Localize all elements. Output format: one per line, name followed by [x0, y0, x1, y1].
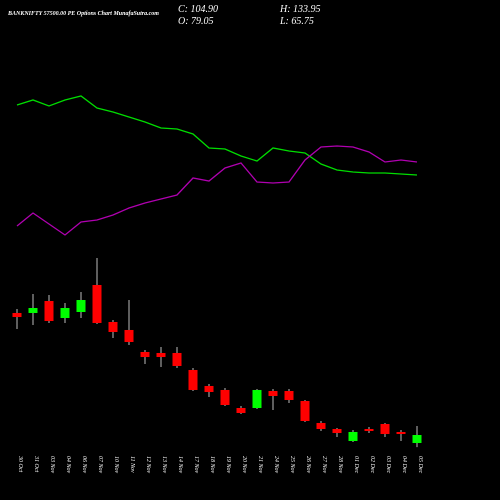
candle-body: [284, 391, 294, 400]
candle-body: [364, 428, 374, 432]
x-tick-label: 10 Nov: [113, 456, 119, 474]
candle-body: [204, 385, 214, 392]
x-tick-label: 25 Nov: [289, 456, 295, 474]
candle-body: [316, 422, 326, 429]
candle-body: [188, 369, 198, 390]
candle-body: [60, 308, 70, 319]
x-tick-label: 28 Nov: [337, 456, 343, 474]
candle-body: [300, 401, 310, 422]
x-tick-label: 14 Nov: [177, 456, 184, 474]
candle-body: [92, 285, 102, 323]
x-tick-label: 18 Nov: [209, 456, 215, 474]
x-tick-label: 06 Nov: [81, 456, 87, 474]
candle-body: [220, 389, 230, 405]
x-tick-label: 04 Dec: [401, 456, 408, 473]
x-tick-label: 21 Nov: [257, 456, 263, 474]
x-tick-label: 26 Nov: [305, 456, 311, 474]
x-tick-label: 24 Nov: [273, 456, 280, 474]
x-tick-label: 05 Dec: [417, 456, 423, 473]
candle-body: [156, 352, 166, 358]
x-tick-label: 11 Nov: [129, 456, 135, 473]
candle-body: [76, 300, 86, 312]
candle-body: [268, 391, 278, 396]
candle-body: [348, 431, 358, 442]
candle-body: [412, 435, 422, 444]
x-tick-label: 12 Nov: [145, 456, 151, 474]
x-tick-label: 31 Oct: [33, 455, 39, 472]
candle-body: [28, 308, 38, 313]
indicator-line: [16, 95, 418, 176]
indicator-line: [16, 145, 418, 236]
x-tick-label: 19 Nov: [225, 456, 231, 474]
candle-body: [172, 352, 182, 366]
x-tick-label: 04 Nov: [65, 456, 72, 474]
candle-body: [140, 351, 150, 358]
candle-body: [124, 329, 134, 342]
candle-body: [380, 424, 390, 435]
x-tick-label: 03 Nov: [49, 456, 55, 474]
candle-body: [12, 312, 22, 318]
low-label: L: 65.75: [279, 16, 314, 27]
x-tick-label: 03 Dec: [385, 456, 391, 473]
x-tick-label: 01 Dec: [353, 456, 359, 473]
open-label: O: 79.05: [178, 16, 214, 27]
x-tick-label: 07 Nov: [97, 456, 103, 474]
candle-body: [332, 428, 342, 433]
high-label: H: 133.95: [279, 4, 321, 15]
candle-body: [108, 321, 118, 332]
candle-body: [252, 389, 262, 409]
candle-body: [44, 301, 54, 322]
candle-body: [236, 408, 246, 413]
x-tick-label: 20 Nov: [241, 456, 247, 474]
x-tick-label: 17 Nov: [193, 456, 199, 474]
x-tick-label: 02 Dec: [369, 456, 375, 473]
x-tick-label: 30 Oct: [17, 455, 23, 472]
candle-body: [396, 431, 406, 435]
close-label: C: 104.90: [178, 4, 218, 15]
x-tick-label: 13 Nov: [161, 456, 167, 474]
chart-title: BANKNIFTY 57500.00 PE Options Chart Muna…: [7, 11, 159, 17]
x-tick-label: 27 Nov: [321, 456, 327, 474]
